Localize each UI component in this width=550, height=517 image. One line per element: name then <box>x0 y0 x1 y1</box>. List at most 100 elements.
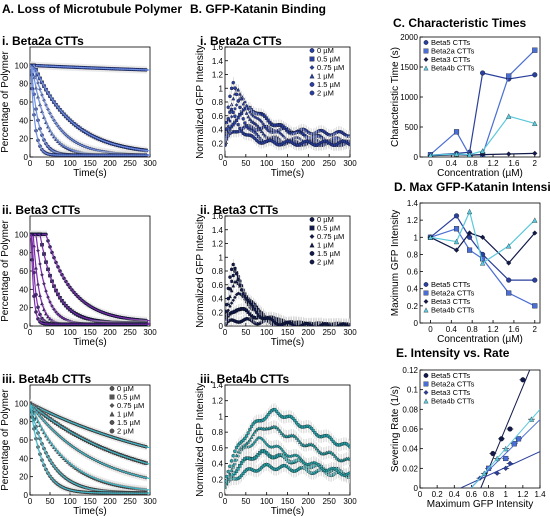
data-point <box>348 325 350 326</box>
axes-B-iii: 0 50 100 150 200 250 300 0 0.2 0.4 0.6 0.8 1 1.2 1.4 Ti… <box>195 372 357 517</box>
data-point <box>233 295 237 300</box>
legend-marker <box>109 386 115 391</box>
data-point <box>246 114 251 119</box>
data-point <box>314 446 319 451</box>
panel-title: i. Beta2a CTTs <box>2 34 84 48</box>
legend-marker <box>309 242 315 248</box>
y-tick-label: 1 <box>219 84 224 93</box>
data-point <box>225 302 229 307</box>
fit-line <box>30 233 150 325</box>
panel-title: i. Beta2a CTTs <box>200 34 282 48</box>
y-tick-label: 0.2 <box>212 139 224 148</box>
data-point <box>229 459 234 463</box>
axes-B-ii: 0 50 100 150 200 250 300 0 0.2 0.4 0.6 0.8 1 1.2 1.4 1.… <box>195 203 357 348</box>
y-tick-label: 1.2 <box>212 240 224 249</box>
data-point <box>225 127 229 131</box>
data-point <box>234 279 239 284</box>
data-point <box>231 453 236 458</box>
data-point <box>298 456 302 460</box>
data-point <box>231 273 236 278</box>
y-axis-label: Normalized GFP Intensity <box>195 383 206 497</box>
x-tick-label: 250 <box>322 159 336 168</box>
x-tick-label: 100 <box>63 497 77 506</box>
y-tick-label: 80 <box>19 80 28 89</box>
data-point <box>338 325 339 326</box>
data-point <box>226 116 231 121</box>
y-tick-label: 80 <box>19 249 28 258</box>
x-tick-label: 200 <box>302 497 316 506</box>
axes-C: 0 0.4 0.8 1.2 1.6 20500100015002000Concentrat… <box>390 33 541 179</box>
y-axis-label: Percentage of Polymer <box>0 219 11 321</box>
legend-B-i: 0 µM0.5 µM0.75 µM1 µM1.5 µM2 µM <box>309 46 344 98</box>
data-point <box>238 283 242 287</box>
data-point <box>249 119 254 123</box>
legend-label: 0.5 µM <box>317 55 340 64</box>
plot-area-B-iii <box>225 403 350 494</box>
legend-marker <box>309 48 315 53</box>
x-tick-label: 300 <box>143 328 157 337</box>
data-point <box>311 443 316 447</box>
y-tick-label: 1.2 <box>212 397 224 406</box>
x-tick-label: 200 <box>103 159 117 168</box>
x-tick-label: 0 <box>28 497 33 506</box>
data-point <box>253 440 257 444</box>
fit-line <box>30 403 150 494</box>
fit-line <box>30 402 150 465</box>
data-point <box>225 474 229 479</box>
x-tick-label: 200 <box>103 497 117 506</box>
data-point <box>261 131 266 136</box>
panel-title: ii. Beta3 CTTs <box>200 203 279 217</box>
x-tick-label: 100 <box>260 328 274 337</box>
y-tick-label: 1.6 <box>212 212 224 221</box>
data-point <box>238 91 242 96</box>
legend-label: 0.5 µM <box>117 393 140 402</box>
legend-B-ii: 0 µM0.5 µM0.75 µM1 µM1.5 µM2 µM <box>309 215 344 267</box>
axes-A-i: 0 50 100 150 200 250 300020406080100Time(s)Per… <box>0 34 157 179</box>
x-tick-label: 50 <box>46 328 55 337</box>
fit-line <box>30 64 150 156</box>
legend-marker <box>109 428 115 434</box>
y-tick-label: 0.4 <box>212 126 224 135</box>
data-point <box>299 441 304 446</box>
data-point <box>261 438 266 443</box>
data-point <box>226 286 231 291</box>
data-point <box>251 120 256 125</box>
legend-label: 0.75 µM <box>317 63 344 72</box>
y-tick-label: 0.6 <box>212 281 224 290</box>
x-tick-label: 50 <box>241 159 250 168</box>
data-point <box>246 107 251 112</box>
x-tick-label: 100 <box>260 497 274 506</box>
x-tick-label: 50 <box>46 497 55 506</box>
data-point <box>243 121 247 125</box>
data-point <box>294 435 299 440</box>
fit-line <box>30 233 150 325</box>
data-point <box>330 325 333 326</box>
data-point <box>229 279 234 284</box>
x-tick-label: 300 <box>143 497 157 506</box>
y-axis-label: Percentage of Polymer <box>0 388 11 490</box>
legend-marker <box>309 234 315 239</box>
data-point <box>248 437 252 442</box>
data-point <box>238 126 242 131</box>
data-point <box>229 86 234 91</box>
plot-area-A-ii <box>30 230 150 326</box>
fit-line <box>30 233 150 325</box>
data-point <box>243 106 247 111</box>
data-point <box>233 449 237 453</box>
data-point <box>241 117 246 121</box>
x-tick-label: 0 <box>223 159 228 168</box>
x-tick-label: 0 <box>223 328 228 337</box>
y-tick-label: 1.4 <box>212 226 224 235</box>
x-tick-label: 250 <box>322 497 336 506</box>
data-point <box>234 453 239 458</box>
y-tick-label: 0 <box>24 153 29 162</box>
legend-label: 1.5 µM <box>317 80 340 89</box>
legend-marker <box>309 56 315 62</box>
x-tick-label: 100 <box>63 328 77 337</box>
data-point <box>229 114 234 119</box>
data-point <box>293 434 297 439</box>
data-point <box>279 447 284 452</box>
data-point <box>316 325 317 326</box>
data-point <box>229 267 234 272</box>
y-tick-label: 1.2 <box>212 71 224 80</box>
